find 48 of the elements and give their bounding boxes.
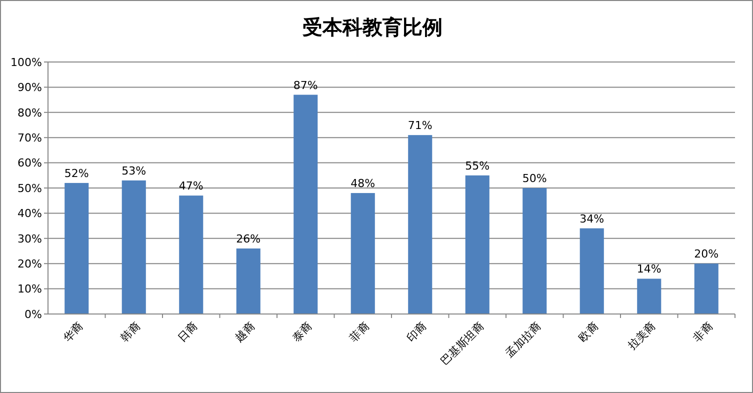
chart-title: 受本科教育比例 (302, 15, 442, 39)
bar (294, 94, 318, 314)
x-tick-label: 拉美裔 (625, 320, 658, 352)
y-tick-label: 90% (18, 81, 42, 94)
data-label: 55% (465, 159, 490, 172)
bar (465, 175, 490, 314)
bar (179, 196, 204, 314)
y-tick-label: 80% (18, 106, 42, 120)
y-tick-label: 20% (18, 257, 42, 270)
bar (350, 193, 375, 314)
y-tick-label: 0% (24, 308, 42, 321)
x-tick-label: 印裔 (404, 320, 429, 344)
data-label: 20% (694, 248, 719, 261)
y-tick-label: 100% (10, 56, 42, 69)
x-tick-label: 韩裔 (118, 320, 143, 344)
y-tick-label: 40% (18, 207, 42, 220)
bar (580, 228, 604, 314)
data-label: 87% (293, 78, 318, 92)
x-tick-label: 巴基斯坦裔 (438, 320, 486, 368)
data-label: 71% (408, 119, 432, 132)
x-tick-label: 越裔 (232, 320, 258, 344)
bar (522, 188, 547, 314)
data-label: 14% (636, 262, 662, 276)
bar (408, 135, 432, 314)
x-tick-label: 日裔 (175, 320, 200, 344)
x-tick-label: 泰裔 (290, 320, 314, 344)
x-tick-label: 孟加拉裔 (503, 320, 544, 360)
y-tick-label: 60% (18, 156, 42, 170)
bar (64, 182, 89, 314)
y-tick-label: 70% (18, 131, 42, 144)
y-tick-label: 50% (18, 182, 42, 195)
data-label: 52% (64, 166, 89, 180)
y-tick-label: 10% (18, 282, 42, 296)
x-tick-label: 欧裔 (576, 320, 601, 344)
bar (637, 278, 662, 314)
data-label: 53% (122, 164, 146, 178)
bar (122, 180, 146, 314)
bar (694, 264, 718, 314)
data-label: 34% (580, 212, 604, 226)
data-label: 47% (178, 180, 204, 193)
data-label: 26% (236, 232, 261, 246)
x-tick-label: 菲裔 (346, 320, 372, 344)
data-label: 50% (522, 172, 547, 185)
bar (236, 248, 260, 314)
x-tick-label: 非裔 (690, 320, 716, 344)
y-tick-label: 30% (18, 232, 42, 246)
data-label: 48% (350, 177, 376, 190)
x-tick-label: 华裔 (60, 320, 86, 344)
